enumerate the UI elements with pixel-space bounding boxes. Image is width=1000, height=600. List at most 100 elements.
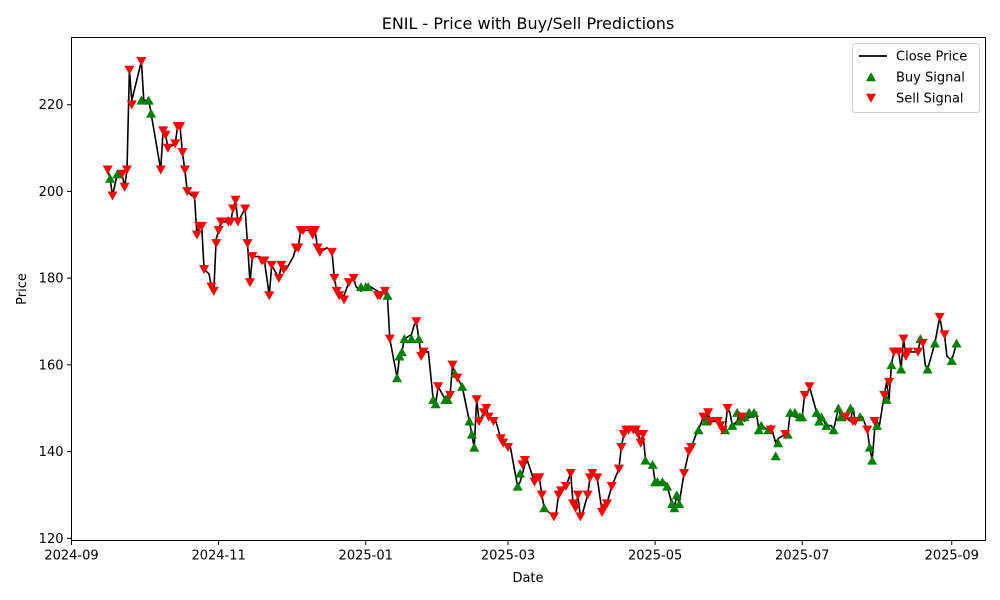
sell-signal-marker: [572, 490, 583, 500]
buy-signal-marker: [399, 334, 410, 344]
sell-signal-marker: [216, 217, 227, 227]
chart-title: ENIL - Price with Buy/Sell Predictions: [382, 14, 675, 33]
sell-signal-marker: [474, 416, 485, 426]
buy-signal-marker: [413, 334, 424, 344]
sell-signal-marker: [862, 425, 873, 435]
sell-signal-marker: [601, 499, 612, 509]
sell-signal-marker: [208, 286, 219, 296]
sell-signal-marker: [879, 390, 890, 400]
sell-signal-marker: [912, 347, 923, 357]
sell-signal-marker: [722, 403, 733, 413]
sell-signal-marker: [934, 312, 945, 322]
buy-signal-marker: [143, 95, 154, 105]
sell-signal-marker: [939, 330, 950, 340]
sell-signal-marker: [314, 247, 325, 257]
buy-signal-marker: [770, 451, 781, 461]
sell-signal-marker: [488, 416, 499, 426]
x-axis: 2024-09 2024-11 2025-01 2025-03 2025-05 2025-…: [44, 540, 979, 564]
buy-signal-marker: [430, 399, 441, 409]
buy-signal-marker: [464, 416, 475, 426]
sell-signal-marker: [244, 278, 255, 288]
x-tick-label: 2025-07: [775, 549, 829, 564]
buy-signal-marker: [833, 403, 844, 413]
sell-signal-marker: [613, 464, 624, 474]
buy-signal-marker: [828, 425, 839, 435]
sell-signal-marker: [780, 429, 791, 439]
sell-signal-marker: [259, 256, 270, 266]
y-tick-label: 120: [39, 532, 64, 547]
sell-signal-marker: [433, 382, 444, 392]
legend-swatch-buy-signal: [866, 72, 876, 82]
sell-signal-marker: [765, 425, 776, 435]
sell-signal-marker: [126, 100, 137, 110]
buy-signal-marker: [442, 394, 453, 404]
buy-signal-marker: [363, 282, 374, 292]
sell-signal-marker: [736, 412, 747, 422]
buy-signal-marker: [693, 425, 704, 435]
sell-signal-marker: [616, 442, 627, 452]
buy-signal-marker: [674, 498, 685, 508]
sell-signal-marker: [160, 130, 171, 140]
sell-signal-marker: [225, 217, 236, 227]
buy-signal-marker: [382, 290, 393, 300]
sell-signal-marker: [840, 412, 851, 422]
sell-signal-marker: [189, 191, 200, 201]
buy-signal-marker: [797, 412, 808, 422]
buy-signal-marker: [640, 455, 651, 465]
sell-signal-marker: [917, 338, 928, 348]
sell-signal-marker: [117, 169, 128, 179]
legend-label-close-price: Close Price: [896, 50, 967, 65]
buy-signal-marker: [929, 338, 940, 348]
sell-signal-marker: [548, 512, 559, 522]
buy-signal-marker: [881, 394, 892, 404]
buy-signal-marker: [756, 420, 767, 430]
sell-signal-marker: [177, 148, 188, 158]
buy-signal-marker: [789, 407, 800, 417]
sell-signal-marker: [638, 429, 649, 439]
buy-signal-marker: [922, 364, 933, 374]
buy-signal-marker: [396, 347, 407, 357]
sell-signal-marker: [471, 395, 482, 405]
sell-signal-marker: [339, 295, 350, 305]
sell-signal-marker: [102, 165, 113, 175]
buy-signal-marker: [512, 481, 523, 491]
sell-signal-marker: [326, 247, 337, 257]
sell-signal-marker: [804, 382, 815, 392]
sell-signal-marker: [703, 408, 714, 418]
buy-signal-marker: [811, 407, 822, 417]
legend-label-buy-signal: Buy Signal: [896, 71, 965, 86]
buy-signal-marker: [864, 442, 875, 452]
sell-signal-marker: [298, 226, 309, 236]
sell-signal-marker: [717, 425, 728, 435]
buy-signal-marker: [112, 169, 123, 179]
y-tick-label: 140: [39, 445, 64, 460]
sell-signal-marker: [273, 273, 284, 283]
buy-signal-marker: [845, 403, 856, 413]
sell-signal-marker: [884, 377, 895, 387]
buy-signal-marker: [662, 481, 673, 491]
legend-label-sell-signal: Sell Signal: [896, 92, 964, 107]
buy-signal-marker: [539, 503, 550, 513]
buy-signal-marker: [727, 420, 738, 430]
sell-signal-marker: [264, 291, 275, 301]
sell-signal-marker: [179, 165, 190, 175]
sell-signal-marker: [329, 273, 340, 283]
sell-signal-marker: [850, 416, 861, 426]
x-tick-label: 2025-05: [628, 549, 682, 564]
sell-signal-marker: [411, 317, 422, 327]
buy-signal-marker: [896, 364, 907, 374]
sell-signal-marker: [799, 390, 810, 400]
x-tick-label: 2025-09: [925, 549, 979, 564]
sell-signal-marker: [278, 265, 289, 275]
plot-area: [102, 57, 962, 522]
buy-signal-marker: [951, 338, 962, 348]
buy-signal-marker: [867, 455, 878, 465]
y-tick-label: 160: [39, 358, 64, 373]
sell-signal-marker: [211, 239, 222, 249]
buy-signal-marker: [835, 412, 846, 422]
buy-signal-marker: [406, 334, 417, 344]
x-tick-label: 2025-03: [481, 549, 535, 564]
sell-signal-marker: [418, 347, 429, 357]
sell-signal-marker: [481, 403, 492, 413]
